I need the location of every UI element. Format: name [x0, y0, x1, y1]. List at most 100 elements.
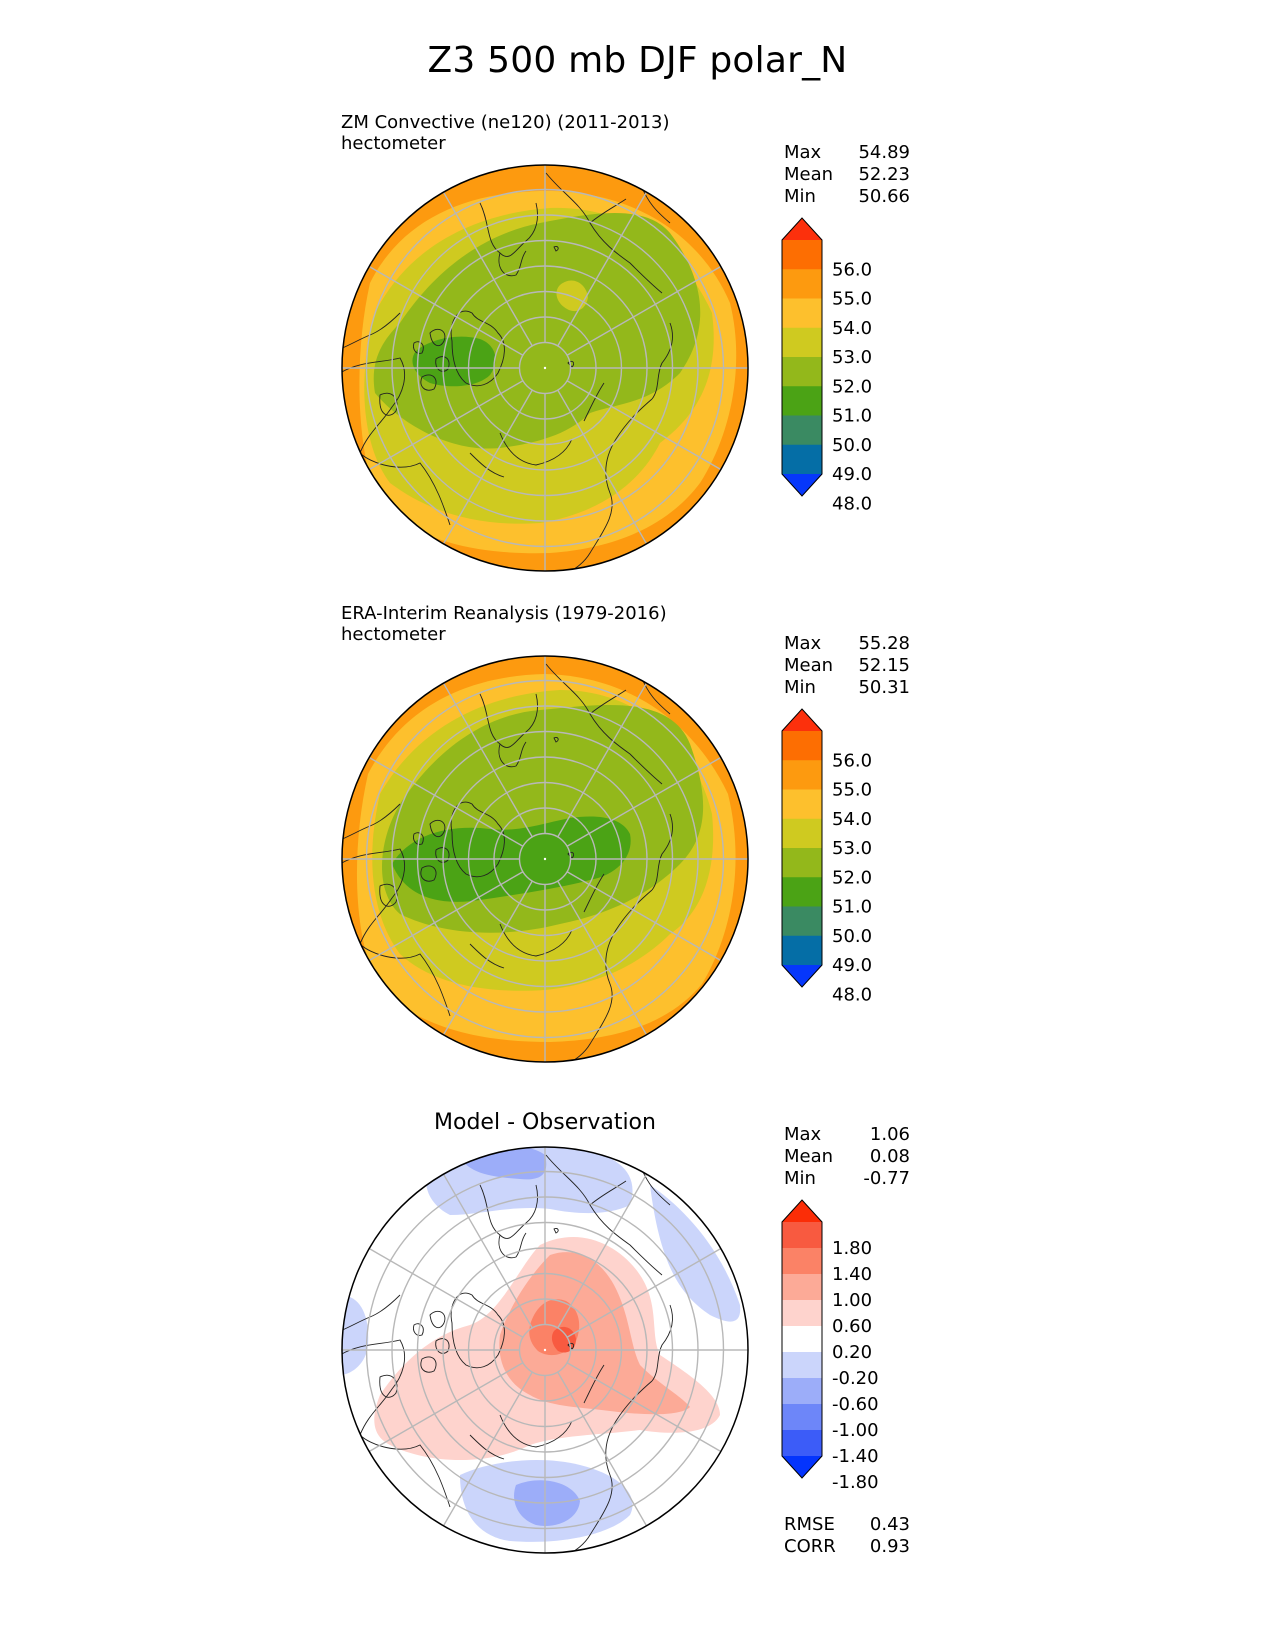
stat-value: 50.31: [858, 677, 910, 698]
colorbar-extend-min: [782, 965, 822, 987]
metric-value: 0.93: [869, 1536, 910, 1557]
meridian-line: [566, 870, 722, 962]
coastline: [553, 737, 559, 743]
contour-region-level-pos-06: [499, 1252, 690, 1415]
pole-marker: [543, 1348, 547, 1352]
meridian-line: [556, 682, 648, 838]
pole-marker: [543, 857, 547, 861]
colorbar-tick-label: -1.00: [832, 1420, 879, 1441]
stat-value: 52.23: [858, 164, 910, 185]
meridian-line: [368, 870, 524, 962]
contour-fill: [342, 165, 748, 571]
colorbar-segment: [782, 386, 822, 416]
colorbar-tick-label: 51.0: [832, 406, 872, 427]
meridian-line: [556, 389, 648, 545]
coastline: [498, 1232, 527, 1259]
colorbar-segment: [782, 444, 822, 475]
stat-label: Min: [784, 186, 816, 207]
coastline: [498, 250, 527, 277]
colorbar-outline: [781, 217, 823, 497]
panel-2-title-line1: ERA-Interim Reanalysis (1979-2016): [341, 603, 667, 624]
colorbar-tick-label: 0.20: [832, 1342, 872, 1363]
stat-label: Mean: [784, 655, 834, 676]
colorbar-tick-label: 48.0: [832, 493, 872, 514]
colorbar-tick-label: 53.0: [832, 347, 872, 368]
colorbar-tick-label: 52.0: [832, 867, 872, 888]
figure-title: Z3 500 mb DJF polar_N: [427, 40, 848, 81]
coastline: [545, 1154, 663, 1276]
coastline: [469, 452, 505, 478]
colorbar-tick-label: 50.0: [832, 435, 872, 456]
stat-label: Max: [784, 142, 822, 163]
coastline: [469, 943, 505, 969]
coastline: [583, 1364, 605, 1404]
colorbar-segment: [782, 818, 822, 849]
coastline: [498, 741, 527, 768]
stat-label: Mean: [784, 1146, 834, 1167]
colorbar-segment: [782, 327, 822, 358]
coastline: [450, 310, 505, 387]
coastline: [651, 322, 673, 400]
colorbar-tick-label: 1.40: [832, 1264, 872, 1285]
meridian-line: [442, 191, 534, 347]
panel-1-title-line1: ZM Convective (ne120) (2011-2013): [341, 112, 670, 133]
colorbar-segment: [782, 240, 822, 270]
map-panel-test: [341, 164, 749, 572]
stat-label: Max: [784, 1124, 822, 1145]
colorbar-tick-label: 52.0: [832, 376, 872, 397]
colorbar-extend-max: [782, 1200, 822, 1222]
coastline: [429, 1310, 446, 1329]
colorbar-tick-label: 48.0: [832, 984, 872, 1005]
coastline: [420, 374, 437, 391]
colorbar-segment: [782, 1222, 822, 1249]
coastline: [589, 198, 627, 224]
colorbar-outline: [781, 708, 823, 988]
colorbar-difference: 1.80 1.40 1.00 0.60 0.20 -0.20 -0.60 -1.00 -1.40…: [781, 1199, 879, 1493]
contour-region-level-neg-02-left: [342, 1295, 369, 1375]
meridian-line: [368, 379, 524, 471]
colorbar-segment: [782, 906, 822, 937]
panel-1-title: ZM Convective (ne120) (2011-2013) hectom…: [341, 112, 669, 154]
metric-corr: CORR 0.93: [784, 1536, 910, 1558]
stat-mean: Mean 52.15: [784, 655, 910, 677]
panel-2-title: ERA-Interim Reanalysis (1979-2016) hecto…: [341, 603, 667, 645]
coastline: [545, 172, 663, 294]
panel-3-stats: Max 1.06 Mean 0.08 Min -0.77: [784, 1124, 910, 1190]
stat-value: 52.15: [858, 655, 910, 676]
colorbar-segment: [782, 269, 822, 299]
metric-label: RMSE: [784, 1514, 835, 1535]
meridian-line: [368, 1361, 524, 1453]
coastlines: [342, 172, 673, 571]
colorbar-segment: [782, 760, 822, 790]
colorbar-tick-label: 1.80: [832, 1238, 872, 1259]
colorbar-segment: [782, 415, 822, 446]
colorbar-segment: [782, 1352, 822, 1379]
colorbar-tick-label: 49.0: [832, 464, 872, 485]
meridian-line: [556, 191, 648, 347]
stat-max: Max 54.89: [784, 142, 910, 164]
meridian-line: [368, 1247, 524, 1339]
meridian-line: [442, 682, 534, 838]
coastline: [499, 923, 573, 957]
coastline: [567, 398, 653, 571]
colorbar-segment: [782, 1274, 822, 1301]
stat-value: 1.06: [869, 1124, 910, 1145]
coastline: [379, 1374, 398, 1398]
coastline: [435, 356, 450, 372]
stat-value: -0.77: [863, 1168, 910, 1189]
meridian-line: [556, 1173, 648, 1329]
coastline: [469, 1434, 505, 1460]
stat-value: 50.66: [858, 186, 910, 207]
colorbar-tick-label: 50.0: [832, 926, 872, 947]
panel-1-stats: Max 54.89 Mean 52.23 Min 50.66: [784, 142, 910, 208]
colorbar-segments: [782, 218, 822, 496]
coastline: [479, 202, 538, 257]
colorbar-segments: [782, 1200, 822, 1478]
panel-2-stats: Max 55.28 Mean 52.15 Min 50.31: [784, 633, 910, 699]
meridian-line: [566, 756, 722, 848]
meridian-line: [368, 756, 524, 848]
meridian-line: [556, 1371, 648, 1527]
panel-2-units: hectometer: [341, 624, 446, 645]
colorbar-tick-label: -1.80: [832, 1472, 879, 1493]
stat-min: Min -0.77: [784, 1168, 910, 1190]
